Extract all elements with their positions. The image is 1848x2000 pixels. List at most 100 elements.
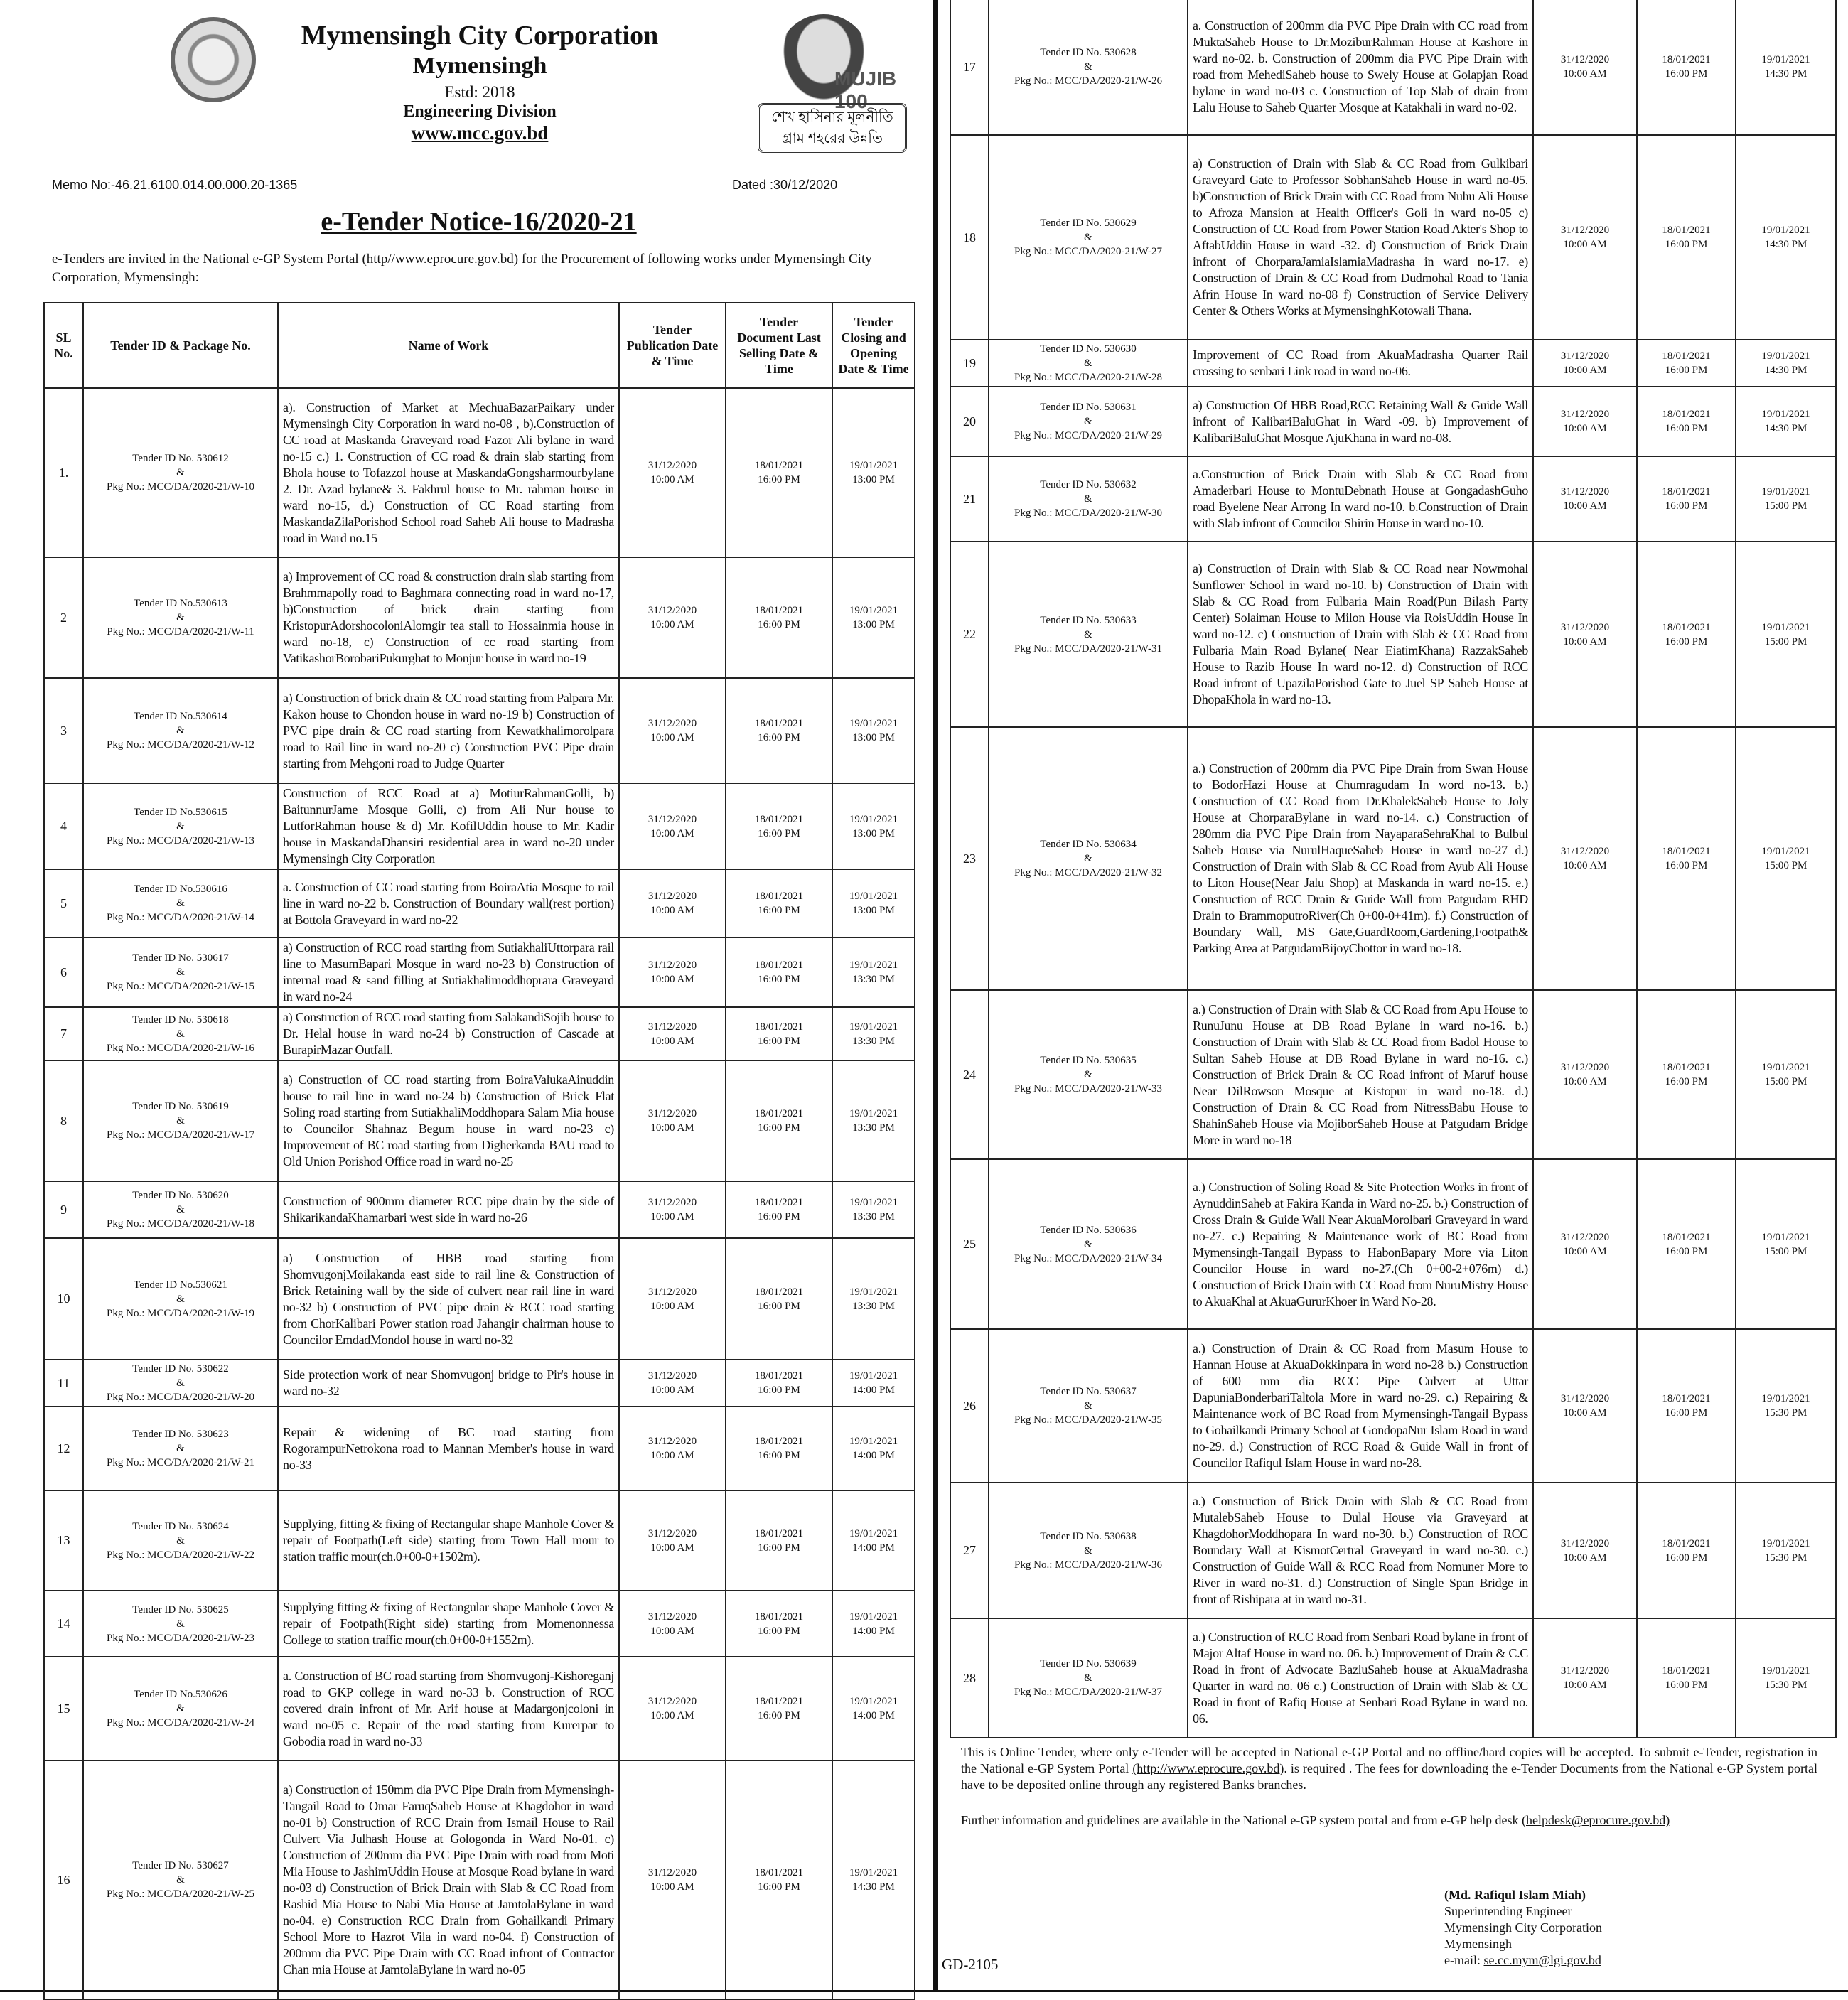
closing-date: 19/01/2021	[1761, 1231, 1810, 1243]
slogan-line-1: শেখ হাসিনার মূলনীতি	[771, 109, 893, 125]
publication-date: 31/12/2020	[648, 1370, 697, 1382]
name-of-work: a) Construction of RCC road starting fro…	[277, 937, 620, 1008]
publication-date: 31/12/2020	[1560, 1393, 1610, 1404]
ampersand: &	[176, 820, 185, 832]
package-number: Pkg No.: MCC/DA/2020-21/W-20	[107, 1392, 254, 1403]
name-of-work: a) Construction Of HBB Road,RCC Retainin…	[1187, 386, 1534, 457]
ampersand: &	[176, 1703, 185, 1714]
package-number: Pkg No.: MCC/DA/2020-21/W-35	[1014, 1414, 1162, 1426]
package-number: Pkg No.: MCC/DA/2020-21/W-30	[1014, 507, 1162, 519]
signatory-org: Mymensingh City Corporation	[1444, 1920, 1602, 1935]
package-number: Pkg No.: MCC/DA/2020-21/W-21	[107, 1457, 254, 1468]
memo-number: Memo No:-46.21.6100.014.00.000.20-1365	[52, 178, 298, 192]
package-number: Pkg No.: MCC/DA/2020-21/W-16	[107, 1042, 254, 1054]
last-selling-date: 18/01/2021	[754, 1370, 804, 1382]
tender-id: Tender ID No. 530617	[132, 952, 229, 964]
ampersand: &	[176, 1204, 185, 1215]
publication-time: 10:00 AM	[1563, 635, 1607, 647]
email-link[interactable]: se.cc.mym@lgi.gov.bd	[1483, 1953, 1601, 1967]
ampersand: &	[176, 967, 185, 978]
notice-date: Dated :30/12/2020	[732, 178, 838, 192]
publication-time: 10:00 AM	[1563, 1679, 1607, 1691]
row-sl-number: 10	[43, 1237, 84, 1360]
row-sl-number: 19	[950, 339, 989, 387]
closing-time: 13:00 PM	[852, 474, 895, 485]
last-selling-date-cell: 18/01/2021 16:00 PM	[725, 1060, 833, 1182]
publication-date: 31/12/2020	[648, 1286, 697, 1298]
row-sl-number: 28	[950, 1618, 989, 1738]
tender-id: Tender ID No. 530627	[132, 1860, 229, 1871]
closing-time: 13:30 PM	[852, 974, 895, 985]
last-selling-date-cell: 18/01/2021 16:00 PM	[725, 1237, 833, 1360]
closing-date: 19/01/2021	[849, 1108, 898, 1119]
last-selling-date: 18/01/2021	[1662, 1665, 1711, 1677]
ampersand: &	[176, 1534, 185, 1547]
table-row: 13 Tender ID No. 530624 & Pkg No.: MCC/DA/2…	[43, 1490, 915, 1591]
last-selling-date-cell: 18/01/2021 16:00 PM	[1636, 134, 1736, 340]
last-selling-time: 16:00 PM	[758, 1625, 800, 1637]
tender-id: Tender ID No.530613	[134, 598, 227, 609]
publication-date: 31/12/2020	[1560, 486, 1610, 498]
table-row: 27 Tender ID No. 530638 & Pkg No.: MCC/DA/2…	[950, 1482, 1837, 1619]
package-number: Pkg No.: MCC/DA/2020-21/W-25	[107, 1888, 254, 1900]
tender-id: Tender ID No. 530618	[132, 1014, 229, 1026]
publication-time: 10:00 AM	[650, 1710, 694, 1721]
closing-time: 14:30 PM	[852, 1881, 895, 1893]
last-selling-time: 16:00 PM	[1665, 1407, 1708, 1419]
closing-date: 19/01/2021	[849, 1021, 898, 1033]
last-selling-time: 16:00 PM	[1665, 68, 1708, 80]
name-of-work: Construction of RCC Road at a) MotiurRah…	[277, 783, 620, 870]
ampersand: &	[176, 898, 185, 909]
closing-time: 13:30 PM	[852, 1211, 895, 1222]
table-row: 16 Tender ID No. 530627 & Pkg No.: MCC/DA/2…	[43, 1760, 915, 2000]
package-number: Pkg No.: MCC/DA/2020-21/W-23	[107, 1632, 254, 1644]
notice-title: e-Tender Notice-16/2020-21	[321, 207, 637, 237]
tender-id-cell: Tender ID No. 530631 & Pkg No.: MCC/DA/202…	[988, 386, 1188, 457]
ampersand: &	[1084, 493, 1092, 505]
header-publication: Tender Publication Date & Time	[618, 302, 726, 389]
closing-time: 14:00 PM	[852, 1625, 895, 1637]
eprocure-link[interactable]: (http//www.eprocure.gov.bd)	[362, 252, 519, 267]
closing-date-cell: 19/01/2021 15:30 PM	[1735, 1482, 1837, 1619]
tender-id-cell: Tender ID No. 530636 & Pkg No.: MCC/DA/202…	[988, 1158, 1188, 1330]
name-of-work: a. Construction of CC road starting from…	[277, 869, 620, 938]
ampersand: &	[176, 725, 185, 736]
table-row: 20 Tender ID No. 530631 & Pkg No.: MCC/DA/2…	[950, 386, 1837, 457]
tender-id: Tender ID No. 530625	[132, 1603, 229, 1615]
eprocure-link-footer[interactable]: (http://www.eprocure.gov.bd)	[1132, 1761, 1284, 1775]
last-selling-time: 16:00 PM	[758, 974, 800, 985]
signatory-designation: Superintending Engineer	[1444, 1904, 1572, 1918]
publication-date-cell: 31/12/2020 10:00 AM	[618, 1237, 726, 1360]
last-selling-time: 16:00 PM	[758, 619, 800, 630]
closing-date-cell: 19/01/2021 13:00 PM	[832, 677, 915, 784]
helpdesk-email-link[interactable]: (helpdesk@eprocure.gov.bd)	[1521, 1813, 1670, 1827]
ampersand: &	[1084, 61, 1092, 72]
tender-id-cell: Tender ID No. 530625 & Pkg No.: MCC/DA/202…	[82, 1590, 279, 1657]
table-row: 12 Tender ID No. 530623 & Pkg No.: MCC/DA/2…	[43, 1406, 915, 1491]
row-sl-number: 5	[43, 869, 84, 938]
last-selling-time: 16:00 PM	[758, 905, 800, 916]
last-selling-date: 18/01/2021	[1662, 621, 1711, 633]
closing-time: 13:00 PM	[852, 732, 895, 743]
org-website-link[interactable]: www.mcc.gov.bd	[411, 122, 549, 144]
tender-id-cell: Tender ID No. 530629 & Pkg No.: MCC/DA/202…	[988, 134, 1188, 340]
publication-date-cell: 31/12/2020 10:00 AM	[1532, 0, 1638, 136]
publication-date: 31/12/2020	[1560, 1062, 1610, 1073]
publication-date: 31/12/2020	[648, 1696, 697, 1707]
online-tender-note: This is Online Tender, where only e-Tend…	[961, 1744, 1817, 1793]
last-selling-date-cell: 18/01/2021 16:00 PM	[1636, 541, 1736, 728]
last-selling-time: 16:00 PM	[758, 1211, 800, 1222]
name-of-work: a.) Construction of RCC Road from Senbar…	[1187, 1618, 1534, 1738]
table-row: 26 Tender ID No. 530637 & Pkg No.: MCC/DA/2…	[950, 1328, 1837, 1483]
row-sl-number: 16	[43, 1760, 84, 2000]
note-text-end: . is required . The fees for downloading…	[961, 1761, 1817, 1792]
publication-date: 31/12/2020	[1560, 225, 1610, 236]
package-number: Pkg No.: MCC/DA/2020-21/W-15	[107, 981, 254, 992]
publication-date: 31/12/2020	[648, 891, 697, 902]
closing-date: 19/01/2021	[849, 959, 898, 971]
table-row: 19 Tender ID No. 530630 & Pkg No.: MCC/DA/2…	[950, 339, 1837, 387]
closing-time: 15:30 PM	[1764, 1679, 1807, 1691]
publication-date: 31/12/2020	[1560, 350, 1610, 362]
org-established: Estd: 2018	[444, 83, 515, 101]
header-closing: Tender Closing and Opening Date & Time	[832, 302, 915, 389]
